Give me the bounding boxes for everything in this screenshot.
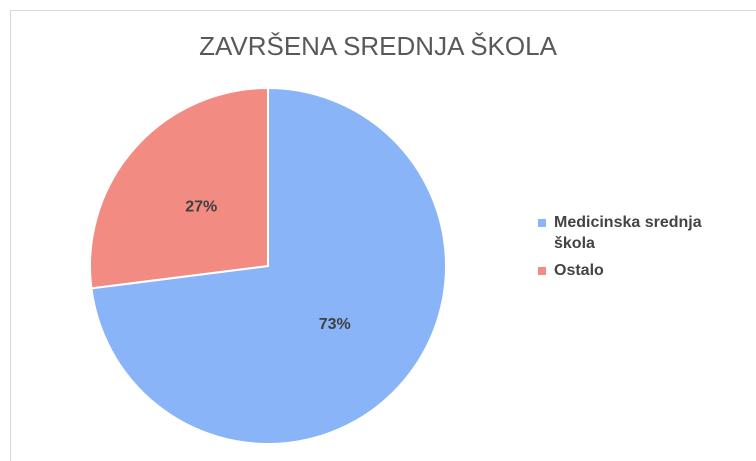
- legend-item: Medicinska srednja škola: [538, 212, 718, 254]
- legend-label: Ostalo: [554, 262, 604, 279]
- legend-item: Ostalo: [538, 260, 718, 281]
- legend-swatch: [538, 267, 546, 275]
- legend-label: Medicinska srednja škola: [554, 214, 702, 252]
- pie-slice: [89, 86, 269, 290]
- legend: Medicinska srednja škola Ostalo: [538, 212, 718, 287]
- value-label: 27%: [185, 198, 217, 215]
- chart-title: ZAVRŠENA SREDNJA ŠKOLA: [199, 31, 558, 61]
- value-label: 73%: [319, 316, 351, 333]
- legend-swatch: [538, 219, 546, 227]
